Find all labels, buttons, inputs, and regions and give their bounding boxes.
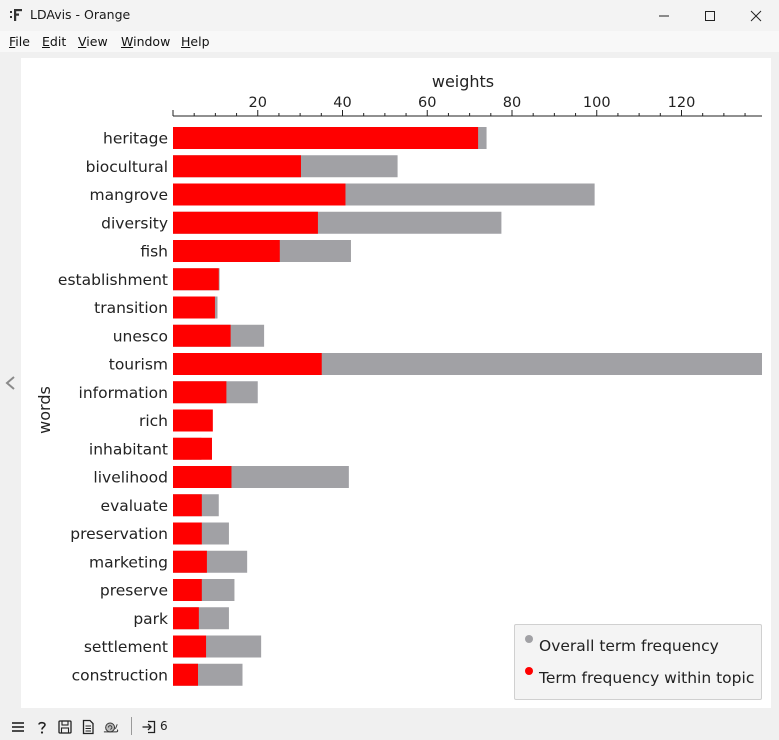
bar-topic-frequency [173, 381, 227, 404]
word-label: heritage [103, 130, 168, 148]
save-icon[interactable] [57, 719, 73, 735]
bar-topic-frequency [173, 183, 346, 206]
word-label: tourism [109, 356, 168, 374]
menu-window[interactable]: Window [121, 34, 171, 49]
legend-item-topic: Term frequency within topic [525, 667, 754, 687]
word-label: preservation [70, 525, 168, 543]
close-icon [750, 10, 762, 21]
report-icon[interactable] [80, 719, 96, 735]
input-arrow-icon [142, 720, 156, 734]
legend-swatch-topic [525, 667, 533, 675]
menu-view[interactable]: View [78, 34, 108, 49]
word-label: construction [72, 666, 168, 684]
legend: Overall term frequency Term frequency wi… [514, 624, 762, 700]
y-axis-title: words [35, 386, 54, 434]
menu-icon[interactable] [10, 719, 26, 735]
bar-topic-frequency [173, 240, 280, 262]
word-label: rich [139, 412, 168, 430]
word-label: evaluate [101, 497, 168, 515]
bar-topic-frequency [173, 127, 479, 149]
term-frequency-chart: weights 20 40 60 80 100 120 words heritage biocul… [35, 72, 762, 686]
word-label: inhabitant [89, 440, 168, 458]
show-controls-arrow-icon[interactable] [4, 373, 16, 393]
bar-topic-frequency [173, 353, 322, 375]
legend-label-overall: Overall term frequency [539, 637, 719, 655]
bar-topic-frequency [173, 579, 202, 601]
x-tick-label: 20 [249, 95, 267, 111]
x-tick-label: 40 [333, 95, 351, 111]
menu-help[interactable]: Help [181, 34, 210, 49]
bar-topic-frequency [173, 437, 212, 460]
title-bar: LDAvis - Orange [0, 0, 779, 32]
bar-topic-frequency [173, 155, 301, 178]
snail-icon[interactable] [103, 719, 119, 735]
bar-topic-frequency [173, 635, 207, 658]
bar-topic-frequency [173, 522, 202, 545]
word-label: diversity [101, 214, 168, 232]
close-button[interactable] [733, 0, 779, 31]
word-label: park [133, 610, 168, 628]
menu-file[interactable]: File [9, 34, 30, 49]
word-label: information [79, 384, 168, 402]
word-label: marketing [89, 553, 168, 571]
word-label: biocultural [86, 158, 168, 176]
plot-canvas: weights 20 40 60 80 100 120 words heritage biocul… [21, 58, 771, 708]
legend-swatch-overall [525, 635, 533, 643]
word-label: establishment [58, 271, 168, 289]
minimize-icon [659, 15, 669, 16]
word-label: transition [94, 299, 168, 317]
legend-item-overall: Overall term frequency [525, 635, 719, 655]
word-label: livelihood [93, 469, 168, 487]
input-count: 6 [160, 719, 168, 733]
word-label: preserve [100, 582, 168, 600]
bar-topic-frequency [173, 550, 207, 573]
status-bar: 6 [0, 712, 779, 740]
menu-edit[interactable]: Edit [42, 34, 67, 49]
help-icon[interactable] [34, 719, 50, 735]
bar-topic-frequency [173, 296, 215, 319]
bar-topic-frequency [173, 268, 219, 291]
bar-topic-frequency [173, 607, 199, 630]
x-tick-label: 120 [668, 95, 696, 111]
legend-label-topic: Term frequency within topic [539, 669, 755, 687]
status-separator [131, 717, 132, 735]
word-label: mangrove [90, 186, 168, 204]
maximize-icon [705, 10, 715, 21]
minimize-button[interactable] [641, 0, 687, 31]
bar-topic-frequency [173, 409, 213, 432]
bar-topic-frequency [173, 211, 318, 234]
word-label: fish [140, 243, 168, 261]
x-axis-title: weights [432, 72, 494, 91]
maximize-button[interactable] [687, 0, 733, 31]
x-tick-label: 100 [583, 95, 611, 111]
word-label: settlement [84, 638, 168, 656]
orange-widget-icon [10, 9, 22, 21]
window-title: LDAvis - Orange [30, 7, 131, 22]
bar-topic-frequency [173, 324, 231, 347]
menu-bar: File Edit View Window Help [0, 31, 779, 52]
bar-topic-frequency [173, 494, 202, 517]
x-tick-label: 80 [503, 95, 521, 111]
word-label: unesco [113, 327, 168, 345]
bar-topic-frequency [173, 663, 199, 686]
x-tick-label: 60 [418, 95, 436, 111]
bar-topic-frequency [173, 466, 232, 488]
